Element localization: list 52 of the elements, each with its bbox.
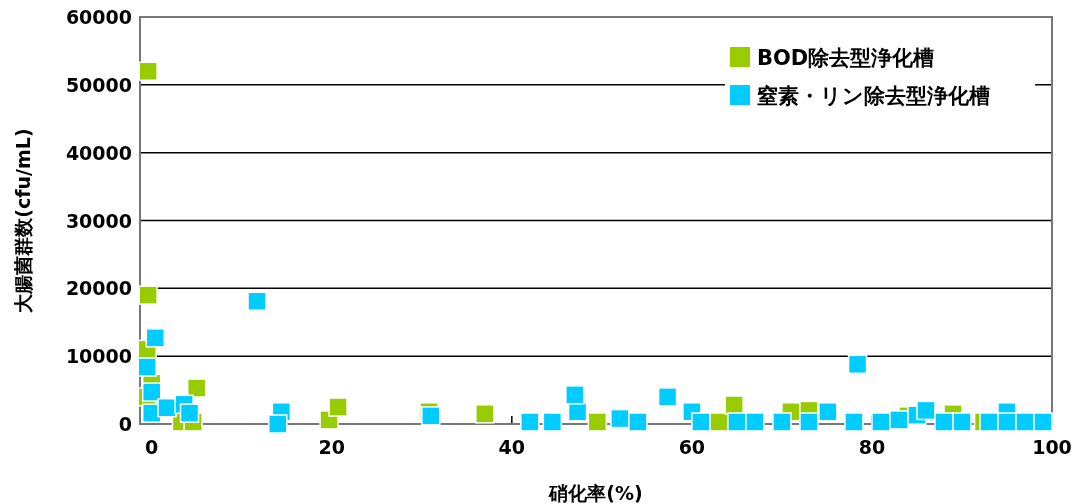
point (328, 397, 348, 417)
point (691, 412, 711, 432)
y-tick-label: 10000 (65, 345, 132, 368)
point (844, 412, 864, 432)
point (1015, 412, 1035, 432)
y-axis-title: 大腸菌群数(cfu/mL) (12, 128, 34, 313)
point (871, 412, 891, 432)
point (847, 354, 868, 375)
point (1033, 412, 1053, 432)
y-tick-label: 20000 (65, 277, 132, 300)
point (137, 357, 157, 377)
point (818, 402, 838, 422)
point (141, 382, 162, 402)
x-tick-label: 40 (498, 436, 526, 458)
point (520, 412, 540, 432)
x-tick-label: 0 (145, 436, 159, 458)
point (145, 328, 166, 348)
x-tick-label: 100 (1032, 436, 1072, 458)
point (610, 408, 630, 429)
point (916, 400, 936, 421)
point (979, 412, 999, 432)
point (745, 412, 765, 432)
point (587, 412, 608, 432)
point (179, 403, 200, 423)
point (565, 385, 585, 405)
point (727, 412, 747, 432)
point (247, 291, 267, 311)
point (799, 412, 819, 432)
x-tick-label: 80 (858, 436, 886, 458)
y-tick-label: 50000 (65, 73, 132, 96)
point (186, 378, 207, 398)
y-tick-label: 30000 (65, 209, 132, 232)
legend-label: 窒素・リン除去型浄化槽 (757, 84, 990, 108)
x-axis-title: 硝化率(%) (548, 482, 643, 504)
point (724, 395, 744, 415)
point (138, 61, 158, 82)
point (997, 412, 1017, 432)
y-tick-label: 40000 (65, 141, 132, 164)
point (542, 412, 563, 432)
x-tick-label: 20 (318, 436, 345, 458)
y-tick-label: 0 (118, 413, 132, 435)
point (934, 412, 954, 432)
point (628, 412, 648, 432)
point (138, 285, 158, 305)
point (475, 404, 495, 424)
point (952, 412, 972, 432)
point (657, 387, 678, 407)
y-tick-label: 60000 (65, 6, 132, 28)
x-tick-label: 60 (678, 436, 706, 458)
point (268, 414, 288, 434)
point (772, 412, 792, 432)
legend-label: BOD除去型浄化槽 (757, 46, 935, 70)
